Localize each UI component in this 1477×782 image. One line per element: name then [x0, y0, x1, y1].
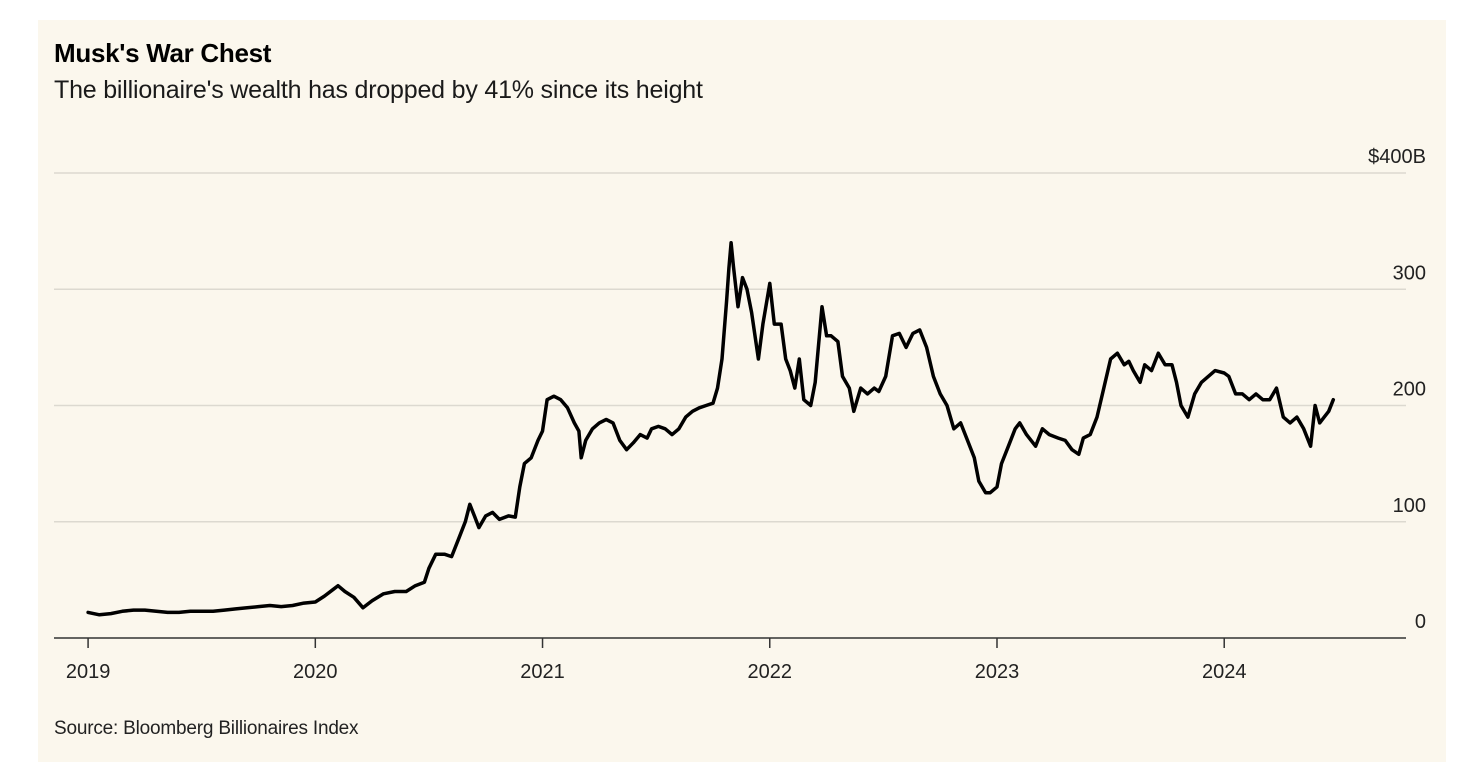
y-tick-label: 200 [1393, 379, 1426, 401]
x-tick-label: 2022 [748, 661, 793, 683]
x-axis-labels: 2019 2020 2021 2022 2023 2024 [66, 661, 1247, 683]
chart-panel: Musk's War Chest The billionaire's wealt… [38, 20, 1446, 762]
chart-title: Musk's War Chest [54, 38, 272, 68]
y-tick-label: 300 [1393, 262, 1426, 284]
y-axis-labels: 0 100 200 300 $400B [1368, 146, 1426, 633]
series-line-0 [86, 241, 1336, 617]
y-tick-label: $400B [1368, 146, 1426, 168]
line-chart: 0 100 200 300 $400B 2019 2020 2021 2022 2023 2024 [54, 146, 1426, 683]
x-tick-label: 2024 [1202, 661, 1247, 683]
x-tick-label: 2020 [293, 661, 338, 683]
series-layer [86, 241, 1336, 617]
y-tick-label: 100 [1393, 495, 1426, 517]
x-tick-label: 2019 [66, 661, 111, 683]
grid-lines [54, 172, 1406, 523]
x-tick-label: 2023 [975, 661, 1020, 683]
source-note: Source: Bloomberg Billionaires Index [54, 718, 359, 739]
x-tick-label: 2021 [520, 661, 565, 683]
y-tick-label: 0 [1415, 611, 1426, 633]
x-axis [54, 637, 1406, 648]
chart-subtitle: The billionaire's wealth has dropped by … [54, 76, 703, 104]
